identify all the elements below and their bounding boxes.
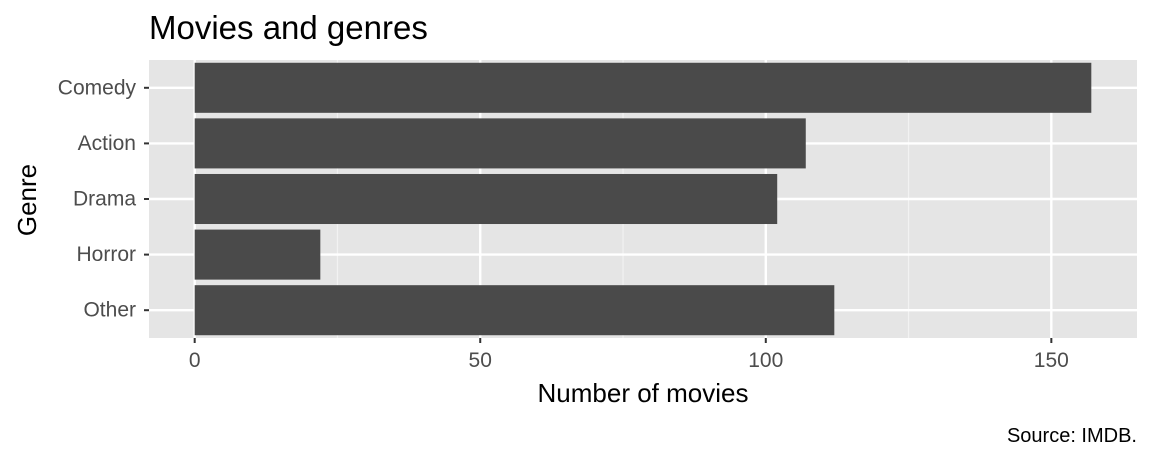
x-axis: 0 50 100 150 [189, 338, 1069, 372]
bar-drama [194, 173, 778, 225]
bar-comedy [194, 62, 1092, 113]
y-axis: Comedy Action Drama Horror Other [58, 76, 149, 322]
source-caption: Source: IMDB. [1007, 425, 1137, 447]
x-tick-label: 150 [1034, 349, 1069, 372]
x-tick-label: 50 [469, 349, 492, 372]
bar-action [194, 118, 806, 169]
y-tick-label: Horror [76, 243, 136, 266]
y-axis-title: Genre [12, 164, 42, 236]
y-tick-label: Other [83, 299, 136, 322]
y-tick-label: Action [78, 132, 136, 155]
bars [194, 62, 1092, 336]
x-tick-label: 100 [748, 349, 783, 372]
chart-title: Movies and genres [149, 9, 428, 46]
bar-horror [194, 229, 321, 280]
y-tick-label: Comedy [58, 76, 137, 99]
y-tick-label: Drama [73, 188, 136, 211]
x-tick-label: 0 [189, 349, 201, 372]
x-axis-title: Number of movies [538, 378, 749, 408]
bar-other [194, 285, 835, 336]
